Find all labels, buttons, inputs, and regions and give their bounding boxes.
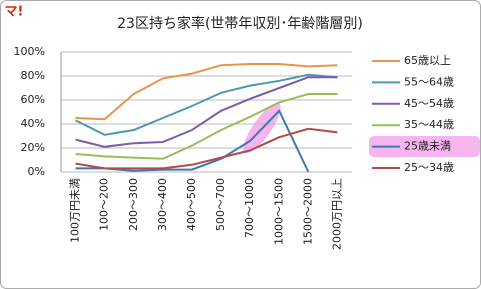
x-tick-label: 1500～2000 — [301, 178, 314, 245]
x-tick-label: 100～200 — [98, 178, 111, 231]
x-tick-label: 1000～1500 — [272, 178, 285, 245]
y-tick-label: 40% — [21, 117, 45, 130]
x-tick-label: 100万円未満 — [69, 178, 82, 243]
x-tick-label: 200～300 — [127, 178, 140, 231]
series-line — [75, 93, 338, 160]
legend-label: 55～64歳 — [404, 75, 454, 88]
series-line — [75, 127, 338, 170]
y-tick-label: 20% — [21, 141, 45, 154]
series-line — [75, 73, 338, 136]
legend-label: 35～44歳 — [404, 118, 454, 131]
legend-label: 45～54歳 — [404, 97, 454, 110]
legend-label: 25～34歳 — [404, 161, 454, 174]
legend-highlight — [369, 136, 480, 157]
logo: マ! — [5, 5, 24, 20]
series-line — [75, 63, 338, 121]
y-tick-label: 100% — [14, 45, 45, 58]
y-tick-label: 80% — [21, 69, 45, 82]
x-tick-label: 400～500 — [185, 178, 198, 231]
series-line — [75, 76, 338, 148]
legend-label: 65歳以上 — [404, 54, 451, 67]
x-tick-label: 700～1000 — [243, 178, 256, 238]
y-tick-label: 0% — [28, 165, 45, 178]
y-tick-label: 60% — [21, 93, 45, 106]
legend-label: 25歳未満 — [404, 140, 451, 153]
x-tick-label: 2000万円以上 — [330, 178, 343, 250]
x-tick-label: 500～700 — [214, 178, 227, 231]
chart-title: 23区持ち家率(世帯年収別･年齢階層別) — [117, 15, 363, 32]
x-tick-label: 300～400 — [156, 178, 169, 231]
